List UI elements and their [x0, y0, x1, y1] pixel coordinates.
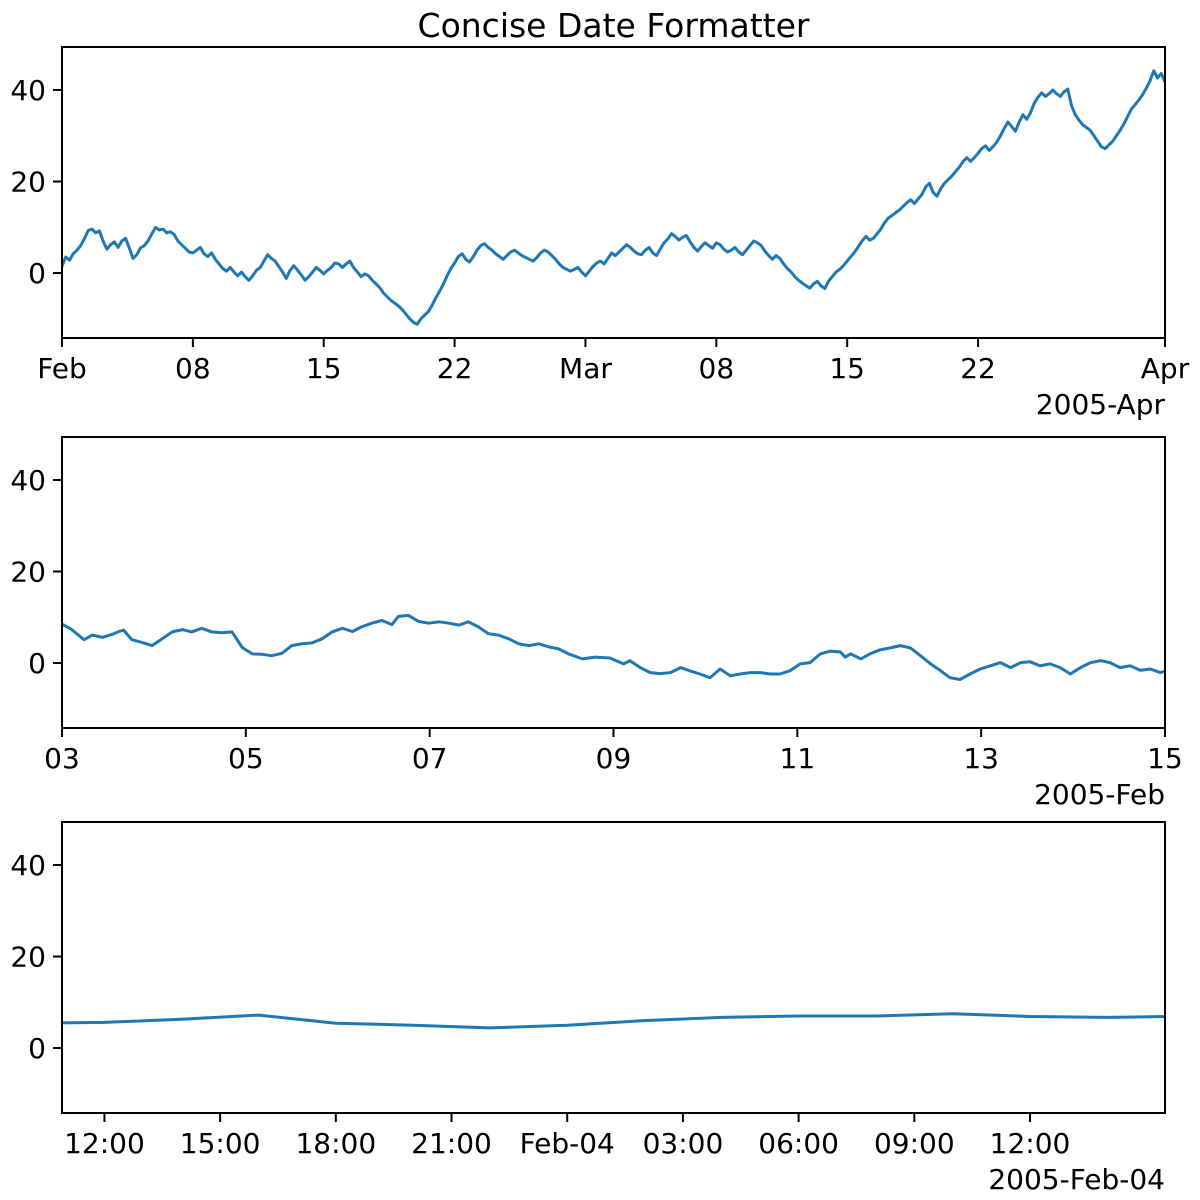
x-tick-label: Apr: [1141, 352, 1190, 385]
y-tick-label: 20: [10, 166, 46, 199]
x-tick-label: Feb-04: [520, 1127, 615, 1160]
line-series: [62, 1012, 1165, 1030]
x-tick-label: 08: [699, 352, 735, 385]
axis-offset-label: 2005-Feb-04: [988, 1163, 1165, 1196]
y-tick-label: 0: [28, 257, 46, 290]
x-tick-label: 15:00: [180, 1127, 261, 1160]
x-tick-label: 06:00: [758, 1127, 839, 1160]
x-tick-label: 09: [596, 742, 632, 775]
x-tick-label: 15: [306, 352, 342, 385]
subplot-3: 0 20 40 12:00 15:00 18:00 21:00 Feb-04 03:00 06:0…: [10, 821, 1166, 1196]
axes-frame: [61, 46, 1166, 339]
line-series: [62, 69, 1165, 326]
x-tick-label: Feb: [37, 352, 87, 385]
figure-title: Concise Date Formatter: [417, 6, 810, 45]
y-tick-label: 0: [28, 647, 46, 680]
x-tick-label: 09:00: [874, 1127, 955, 1160]
x-tick-label: 03: [44, 742, 80, 775]
x-tick-label: 13: [963, 742, 999, 775]
axes-frame: [61, 821, 1166, 1114]
x-tick-label: 12:00: [990, 1127, 1071, 1160]
y-tick-label: 20: [10, 556, 46, 589]
x-tick-label: 22: [960, 352, 996, 385]
x-tick-label: 11: [780, 742, 816, 775]
x-tick-label: 12:00: [64, 1127, 145, 1160]
axis-offset-label: 2005-Apr: [1036, 388, 1166, 421]
x-tick-label: 15: [829, 352, 865, 385]
x-tick-label: 15: [1147, 742, 1183, 775]
x-tick-label: 18:00: [295, 1127, 376, 1160]
x-tick-label: Mar: [559, 352, 612, 385]
axes-frame: [61, 436, 1166, 729]
x-tick-label: 05: [228, 742, 264, 775]
y-tick-label: 40: [10, 849, 46, 882]
y-tick-label: 40: [10, 464, 46, 497]
line-series: [62, 613, 1165, 681]
x-tick-label: 21:00: [411, 1127, 492, 1160]
x-tick-label: 07: [412, 742, 448, 775]
y-tick-label: 20: [10, 941, 46, 974]
y-tick-label: 40: [10, 74, 46, 107]
x-tick-label: 22: [437, 352, 473, 385]
axis-offset-label: 2005-Feb: [1034, 778, 1165, 811]
y-tick-label: 0: [28, 1032, 46, 1065]
x-tick-label: 08: [175, 352, 211, 385]
x-tick-label: 03:00: [643, 1127, 724, 1160]
